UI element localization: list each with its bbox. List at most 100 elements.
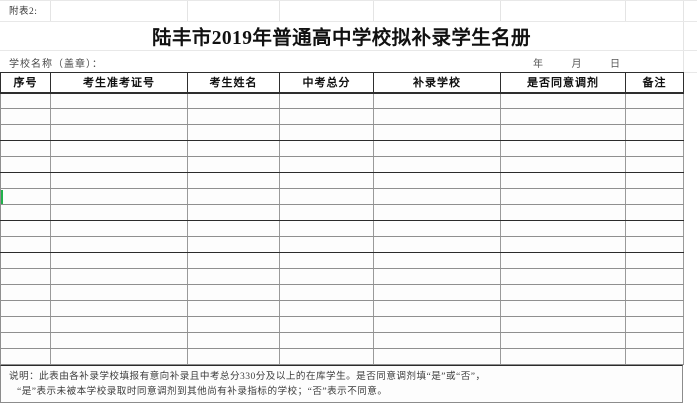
table-cell[interactable] [279,284,374,301]
table-cell[interactable] [625,156,684,173]
table-cell[interactable] [0,92,51,109]
table-cell[interactable] [625,268,684,285]
table-cell[interactable] [373,348,501,365]
table-cell[interactable] [373,172,501,189]
table-cell[interactable] [187,220,280,237]
table-cell[interactable] [50,284,188,301]
table-cell[interactable] [625,236,684,253]
table-row[interactable] [0,300,684,317]
table-cell[interactable] [187,252,280,269]
table-cell[interactable] [500,124,626,141]
table-row[interactable] [0,140,684,157]
table-cell[interactable] [279,300,374,317]
table-cell[interactable] [187,124,280,141]
table-row[interactable] [0,332,684,349]
table-cell[interactable] [50,300,188,317]
table-cell[interactable] [0,108,51,125]
table-cell[interactable] [625,140,684,157]
table-row[interactable] [0,220,684,237]
table-cell[interactable] [625,172,684,189]
table-cell[interactable] [279,92,374,109]
table-cell[interactable] [279,140,374,157]
table-cell[interactable] [500,204,626,221]
table-cell[interactable] [50,172,188,189]
table-cell[interactable] [0,156,51,173]
table-cell[interactable] [50,124,188,141]
table-row[interactable] [0,124,684,141]
table-cell[interactable] [279,316,374,333]
table-cell[interactable] [373,92,501,109]
table-cell[interactable] [0,284,51,301]
table-cell[interactable] [373,108,501,125]
table-row[interactable] [0,268,684,285]
table-cell[interactable] [373,156,501,173]
table-row[interactable] [0,172,684,189]
table-cell[interactable] [373,300,501,317]
table-cell[interactable] [625,284,684,301]
table-cell[interactable] [373,124,501,141]
table-cell[interactable] [500,348,626,365]
table-cell[interactable] [625,220,684,237]
table-cell[interactable] [187,300,280,317]
table-cell[interactable] [187,268,280,285]
table-cell[interactable] [500,220,626,237]
table-cell[interactable] [500,92,626,109]
table-cell[interactable] [50,252,188,269]
table-cell[interactable] [187,92,280,109]
table-row[interactable] [0,156,684,173]
table-cell[interactable] [500,316,626,333]
table-cell[interactable] [50,204,188,221]
table-cell[interactable] [373,220,501,237]
table-cell[interactable] [50,156,188,173]
table-cell[interactable] [279,220,374,237]
table-cell[interactable] [625,300,684,317]
table-cell[interactable] [50,220,188,237]
table-row[interactable] [0,316,684,333]
table-cell[interactable] [625,332,684,349]
table-cell[interactable] [187,156,280,173]
table-cell[interactable] [50,236,188,253]
table-cell[interactable] [50,316,188,333]
table-cell[interactable] [373,316,501,333]
table-cell[interactable] [187,348,280,365]
table-cell[interactable] [0,220,51,237]
table-cell[interactable] [187,140,280,157]
table-cell[interactable] [279,252,374,269]
table-cell[interactable] [0,236,51,253]
table-cell[interactable] [500,140,626,157]
table-cell[interactable] [279,236,374,253]
table-cell[interactable] [187,316,280,333]
table-cell[interactable] [279,332,374,349]
table-cell[interactable] [500,236,626,253]
table-cell[interactable] [0,348,51,365]
table-cell[interactable] [373,188,501,205]
table-row[interactable] [0,188,684,205]
table-cell[interactable] [187,204,280,221]
table-cell[interactable] [625,252,684,269]
table-cell[interactable] [500,332,626,349]
table-cell[interactable] [187,188,280,205]
table-cell[interactable] [0,268,51,285]
table-row[interactable] [0,348,684,365]
table-cell[interactable] [187,332,280,349]
table-cell[interactable] [500,188,626,205]
table-cell[interactable] [0,188,51,205]
table-cell[interactable] [500,172,626,189]
table-cell[interactable] [625,108,684,125]
table-cell[interactable] [50,348,188,365]
table-cell[interactable] [500,300,626,317]
table-cell[interactable] [279,108,374,125]
table-cell[interactable] [187,108,280,125]
table-row[interactable] [0,236,684,253]
table-cell[interactable] [625,92,684,109]
table-cell[interactable] [373,236,501,253]
table-cell[interactable] [373,284,501,301]
table-cell[interactable] [279,188,374,205]
table-cell[interactable] [373,204,501,221]
table-cell[interactable] [373,252,501,269]
table-cell[interactable] [0,172,51,189]
table-cell[interactable] [279,156,374,173]
table-cell[interactable] [625,204,684,221]
table-cell[interactable] [0,252,51,269]
table-cell[interactable] [373,332,501,349]
